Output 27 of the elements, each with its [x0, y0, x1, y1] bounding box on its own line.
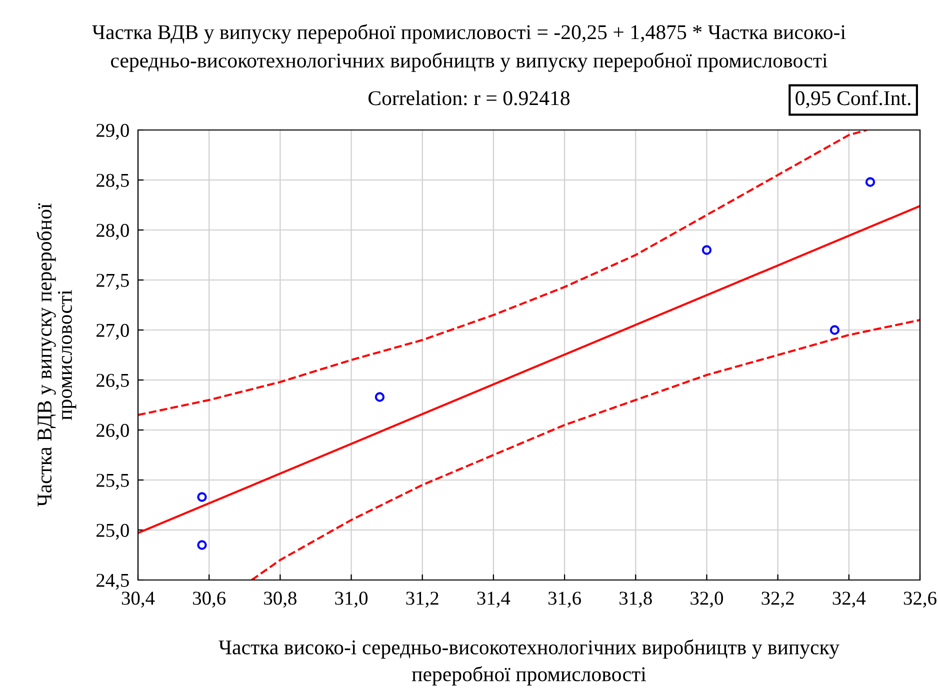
y-tick-label: 27,5: [96, 274, 129, 290]
text: 0,95 Conf.Int.: [796, 90, 910, 108]
y-tick-label: 26,5: [96, 374, 129, 390]
y-tick-label: 28,0: [96, 224, 129, 240]
x-tick-label: 30,8: [264, 592, 296, 608]
x-tick-label: 31,6: [548, 592, 581, 608]
x-tick-label: 31,2: [406, 592, 438, 608]
x-tick-label: 30,6: [193, 592, 226, 608]
x-tick-label: 31,8: [620, 592, 652, 608]
x-tick-label: 31,4: [477, 592, 510, 608]
chart-subtitle: Correlation: r = 0.92418: [368, 90, 570, 106]
chart-title: Частка ВДВ у випуску переробної промисловості = -20,25 + 1,4875 * Частка високо-і середньо-високотехнологічних виробництв у випуску переробної промисловості: [92, 24, 846, 72]
x-tick-label: 32,2: [762, 592, 794, 608]
y-tick-label: 24,5: [96, 574, 129, 590]
y-axis-title: Частка ВДВ у випуску переробної промисловості: [36, 203, 76, 507]
y-tick-label: 26,0: [96, 424, 129, 440]
x-tick-label: 30,4: [122, 592, 155, 608]
x-tick-label: 31,0: [335, 592, 368, 608]
x-axis-title: Частка високо-і середньо-високотехнологічних виробництв у випуску переробної промисловості: [218, 639, 840, 686]
y-tick-label: 27,0: [96, 324, 129, 340]
y-tick-label: 28,5: [96, 174, 129, 190]
y-tick-label: 25,0: [96, 524, 129, 540]
x-tick-label: 32,6: [904, 592, 936, 608]
x-tick-label: 32,0: [690, 592, 723, 608]
y-tick-label: 25,5: [96, 474, 129, 490]
x-tick-label: 32,4: [832, 592, 866, 608]
y-tick-label: 29,0: [96, 124, 129, 140]
